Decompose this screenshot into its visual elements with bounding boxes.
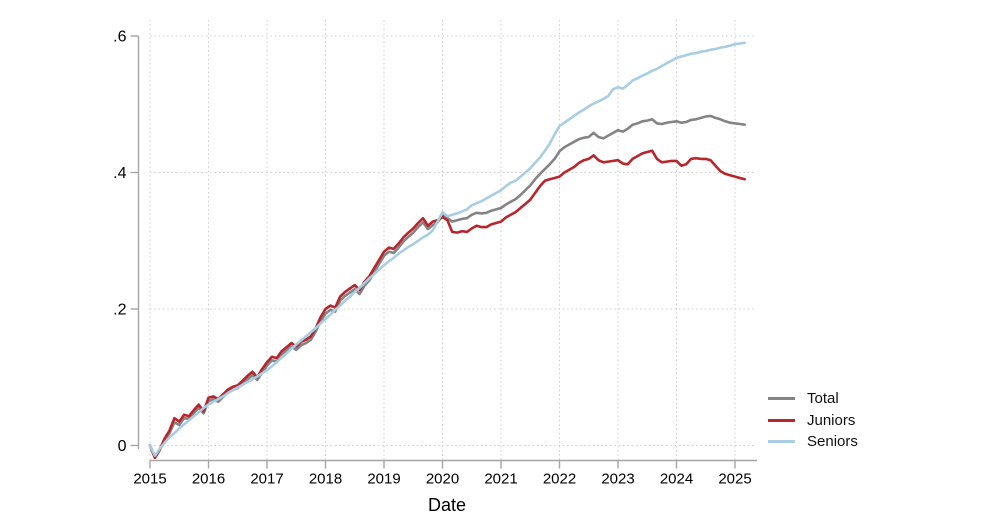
x-axis-tick-label: 2018 xyxy=(309,471,342,488)
legend-item-total: Total xyxy=(768,388,858,409)
legend-line-swatch-total xyxy=(768,397,795,400)
series-line-total xyxy=(148,114,747,460)
legend-line-swatch-seniors xyxy=(768,440,795,443)
x-axis-tick-label: 2023 xyxy=(601,471,634,488)
legend-line-swatch-juniors xyxy=(768,418,795,422)
series-line-seniors xyxy=(148,41,747,458)
legend-label-seniors: Seniors xyxy=(807,433,858,450)
x-axis-tick-label: 2019 xyxy=(367,471,400,488)
legend-label-total: Total xyxy=(807,390,839,407)
x-axis-tick-label: 2016 xyxy=(192,471,225,488)
y-axis-tick-label: 0 xyxy=(118,438,127,455)
legend-label-juniors: Juniors xyxy=(807,411,856,429)
y-axis-tick-label: .2 xyxy=(113,302,126,319)
legend-item-seniors: Seniors xyxy=(768,431,858,452)
legend-item-juniors: Juniors xyxy=(768,410,858,431)
y-axis-tick-label: .6 xyxy=(113,29,126,46)
x-axis-tick-label: 2017 xyxy=(250,471,283,488)
x-axis-title: Date xyxy=(427,495,467,515)
y-axis-tick-label: .4 xyxy=(113,165,126,182)
x-axis-tick-label: 2022 xyxy=(543,471,576,488)
legend: Total Juniors Seniors xyxy=(768,388,858,452)
x-axis-tick-label: 2020 xyxy=(426,471,459,488)
x-axis-tick-label: 2025 xyxy=(718,471,751,488)
series-line-juniors xyxy=(148,149,747,460)
x-axis-tick-label: 2024 xyxy=(660,471,693,488)
x-axis-tick-label: 2021 xyxy=(484,471,517,488)
x-axis-tick-label: 2015 xyxy=(133,471,166,488)
